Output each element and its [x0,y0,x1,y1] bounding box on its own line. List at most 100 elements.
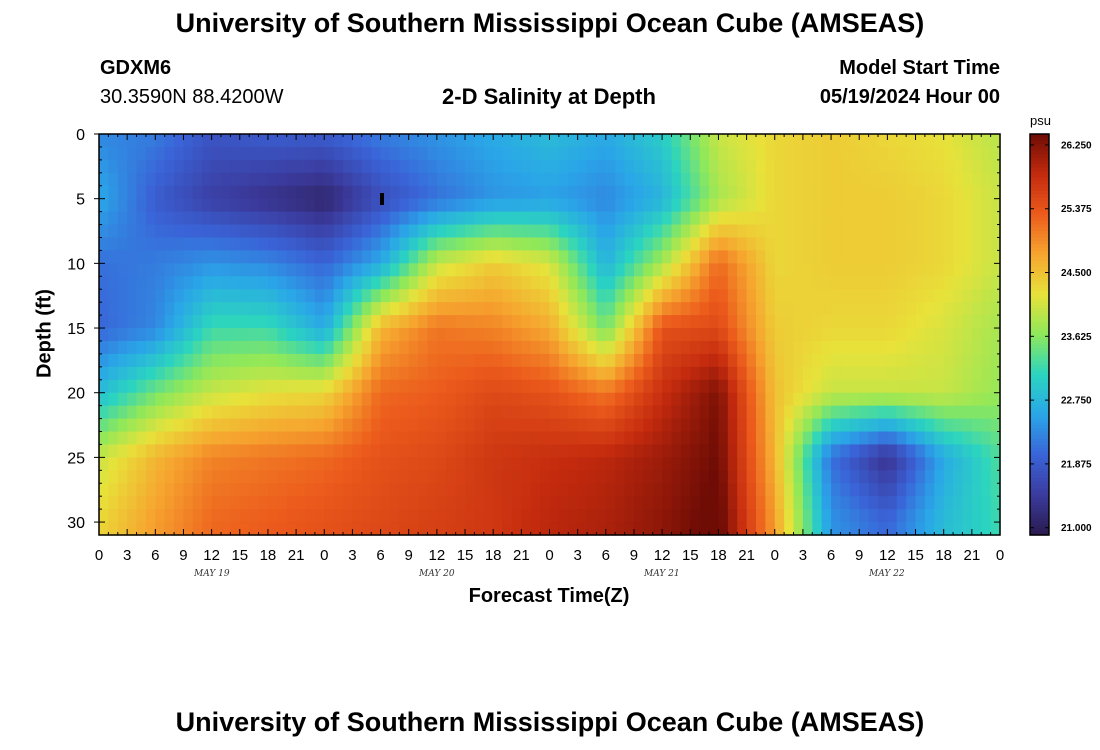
heatmap-cell [240,328,250,342]
heatmap-cell [878,276,888,290]
heatmap-cell [794,160,804,174]
heatmap-cell [831,250,841,264]
heatmap-cell [709,419,719,433]
heatmap-cell [690,393,700,407]
heatmap-cell [925,496,935,510]
heatmap-cell [315,173,325,187]
heatmap-cell [474,432,484,446]
heatmap-cell [287,406,297,420]
heatmap-cell [456,289,466,303]
heatmap-cell [615,457,625,471]
heatmap-cell [183,470,193,484]
heatmap-cell [493,212,503,226]
heatmap-cell [352,160,362,174]
heatmap-cell [812,483,822,497]
heatmap-cell [474,134,484,148]
heatmap-cell [221,522,231,536]
heatmap-cell [756,393,766,407]
heatmap-cell [137,173,147,187]
heatmap-cell [625,263,635,277]
heatmap-cell [700,457,710,471]
heatmap-cell [259,432,269,446]
heatmap-cell [850,483,860,497]
heatmap-cell [118,522,128,536]
heatmap-cell [512,367,522,381]
heatmap-cell [324,432,334,446]
heatmap-cell [305,237,315,251]
heatmap-cell [859,263,869,277]
heatmap-cell [324,470,334,484]
heatmap-cell [381,509,391,523]
heatmap-cell [822,134,832,148]
heatmap-cell [465,289,475,303]
heatmap-cell [165,483,175,497]
heatmap-cell [193,496,203,510]
heatmap-cell [118,354,128,368]
heatmap-cell [427,263,437,277]
heatmap-cell [399,483,409,497]
heatmap-cell [305,147,315,161]
heatmap-cell [493,302,503,316]
heatmap-cell [878,419,888,433]
heatmap-cell [747,250,757,264]
heatmap-cell [409,509,419,523]
heatmap-cell [137,457,147,471]
heatmap-cell [296,432,306,446]
heatmap-cell [643,328,653,342]
heatmap-cell [503,444,513,458]
heatmap-cell [728,250,738,264]
heatmap-cell [887,483,897,497]
heatmap-cell [268,341,278,355]
heatmap-cell [493,160,503,174]
heatmap-cell [362,457,372,471]
heatmap-cell [221,380,231,394]
heatmap-cell [822,470,832,484]
heatmap-cell [981,302,991,316]
heatmap-cell [503,457,513,471]
heatmap-cell [803,470,813,484]
heatmap-cell [202,393,212,407]
heatmap-cell [259,225,269,239]
heatmap-cell [737,393,747,407]
heatmap-cell [268,444,278,458]
heatmap-cell [643,186,653,200]
heatmap-cell [268,522,278,536]
heatmap-cell [305,470,315,484]
heatmap-cell [277,522,287,536]
heatmap-cell [944,289,954,303]
heatmap-cell [287,354,297,368]
heatmap-cell [897,419,907,433]
heatmap-cell [747,406,757,420]
heatmap-cell [446,276,456,290]
heatmap-cell [737,522,747,536]
heatmap-cell [897,276,907,290]
heatmap-cell [568,186,578,200]
heatmap-cell [118,483,128,497]
colorbar-swatch [1030,482,1049,486]
heatmap-cell [812,186,822,200]
heatmap-cell [174,470,184,484]
heatmap-cell [822,173,832,187]
heatmap-cell [277,419,287,433]
heatmap-cell [887,212,897,226]
heatmap-cell [352,328,362,342]
heatmap-cell [127,173,137,187]
heatmap-cell [878,225,888,239]
heatmap-cell [672,432,682,446]
heatmap-cell [268,470,278,484]
heatmap-cell [521,225,531,239]
heatmap-cell [174,160,184,174]
heatmap-cell [991,315,1001,329]
heatmap-cell [446,367,456,381]
heatmap-cell [925,263,935,277]
heatmap-cell [765,134,775,148]
heatmap-cell [803,199,813,213]
heatmap-cell [662,315,672,329]
heatmap-cell [315,470,325,484]
heatmap-cell [887,509,897,523]
heatmap-cell [925,212,935,226]
heatmap-cell [747,186,757,200]
heatmap-cell [324,134,334,148]
heatmap-cell [352,341,362,355]
heatmap-cell [362,212,372,226]
